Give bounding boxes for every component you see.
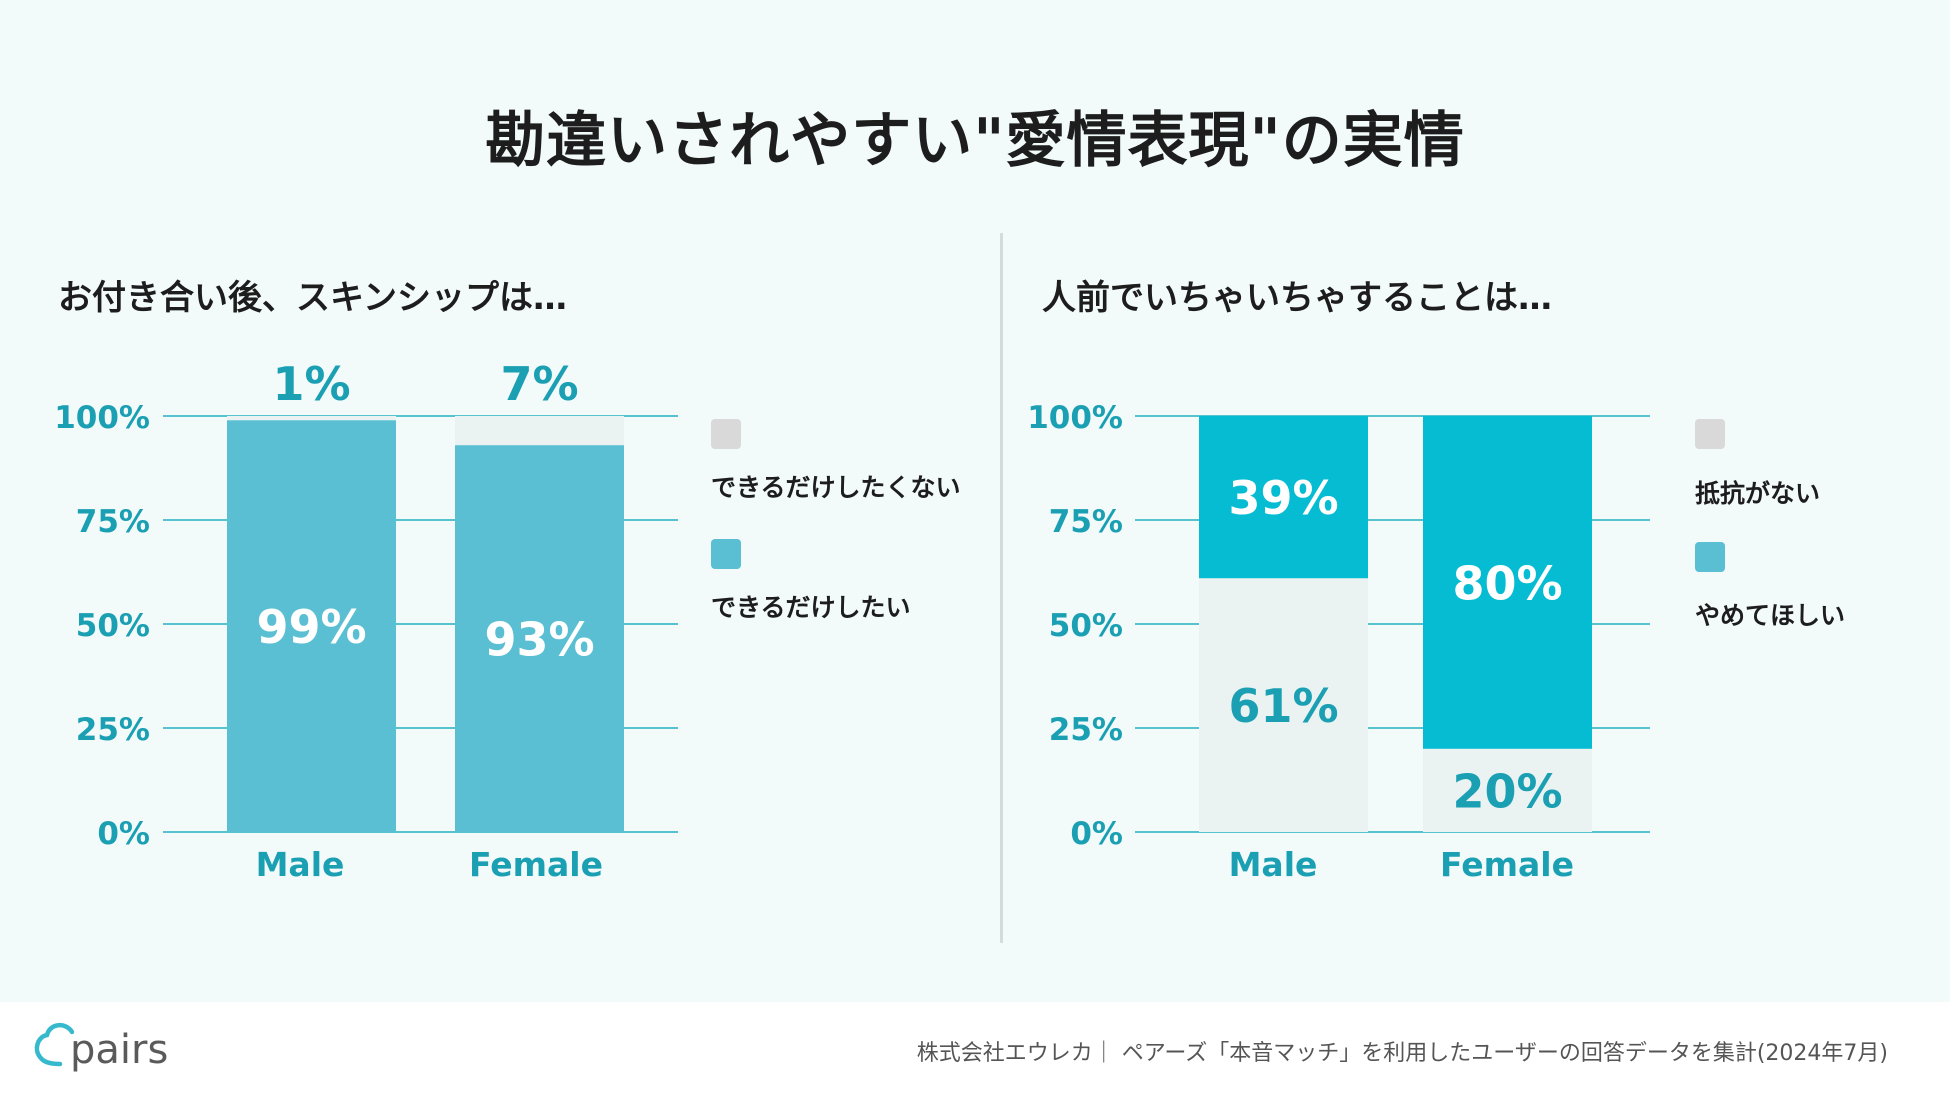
data-label: 1%	[272, 357, 350, 411]
y-tick-label: 75%	[1049, 504, 1123, 540]
data-label: 20%	[1452, 764, 1562, 818]
legend-swatch-want	[711, 539, 741, 569]
source-note: 株式会社エウレカ｜ ペアーズ「本音マッチ」を利用したユーザーの回答データを集計(…	[916, 1041, 1888, 1066]
x-category-label: Female	[469, 845, 603, 884]
chart-2: 0% 25% 50% 75% 100% 61% 39% Male 20% 80% Female	[1027, 400, 1650, 884]
data-label: 61%	[1228, 679, 1338, 733]
bar-segment	[227, 420, 396, 832]
y-tick-label: 75%	[76, 504, 150, 540]
bar-segment	[227, 416, 396, 421]
legend-label-want: できるだけしたい	[711, 593, 911, 622]
y-tick-label: 50%	[76, 608, 150, 644]
x-category-label: Male	[1229, 845, 1318, 884]
bar-segment	[455, 416, 624, 446]
data-label: 80%	[1452, 556, 1562, 610]
y-tick-label: 0%	[97, 816, 150, 852]
data-label: 39%	[1228, 471, 1338, 525]
y-tick-label: 25%	[76, 712, 150, 748]
chart-2-title: 人前でいちゃいちゃすることは…	[1042, 278, 1552, 318]
y-tick-label: 100%	[54, 400, 150, 436]
footer-bar	[0, 1002, 1950, 1097]
bar-segment	[1199, 416, 1368, 579]
y-tick-label: 100%	[1027, 400, 1123, 436]
y-tick-label: 25%	[1049, 712, 1123, 748]
pairs-logo: pairs	[34, 1023, 168, 1073]
bar-segment	[1423, 748, 1592, 832]
logo-text: pairs	[70, 1027, 168, 1073]
y-tick-label: 50%	[1049, 608, 1123, 644]
chart-1-title: お付き合い後、スキンシップは…	[58, 278, 567, 318]
page-title: 勘違いされやすい"愛情表現"の実情	[485, 106, 1465, 176]
data-label: 93%	[484, 613, 594, 667]
x-category-label: Female	[1440, 845, 1574, 884]
y-tick-label: 0%	[1070, 816, 1123, 852]
legend-label-no-resistance: 抵抗がない	[1695, 479, 1821, 508]
data-label: 99%	[256, 600, 366, 654]
bar-segment	[1199, 578, 1368, 832]
bar-segment	[1423, 416, 1592, 749]
chart-1: 0% 25% 50% 75% 100% 99% 1% Male 93% 7% Female	[54, 357, 678, 884]
legend-label-want-stop: やめてほしい	[1695, 601, 1846, 630]
bar-segment	[455, 445, 624, 832]
legend-swatch-dont-want	[711, 419, 741, 449]
legend-label-dont-want: できるだけしたくない	[711, 473, 961, 502]
data-label: 7%	[500, 357, 578, 411]
legend-swatch-no-resistance	[1695, 419, 1725, 449]
x-category-label: Male	[256, 845, 345, 884]
legend-swatch-want-stop	[1695, 542, 1725, 572]
panel-divider	[1000, 233, 1003, 943]
